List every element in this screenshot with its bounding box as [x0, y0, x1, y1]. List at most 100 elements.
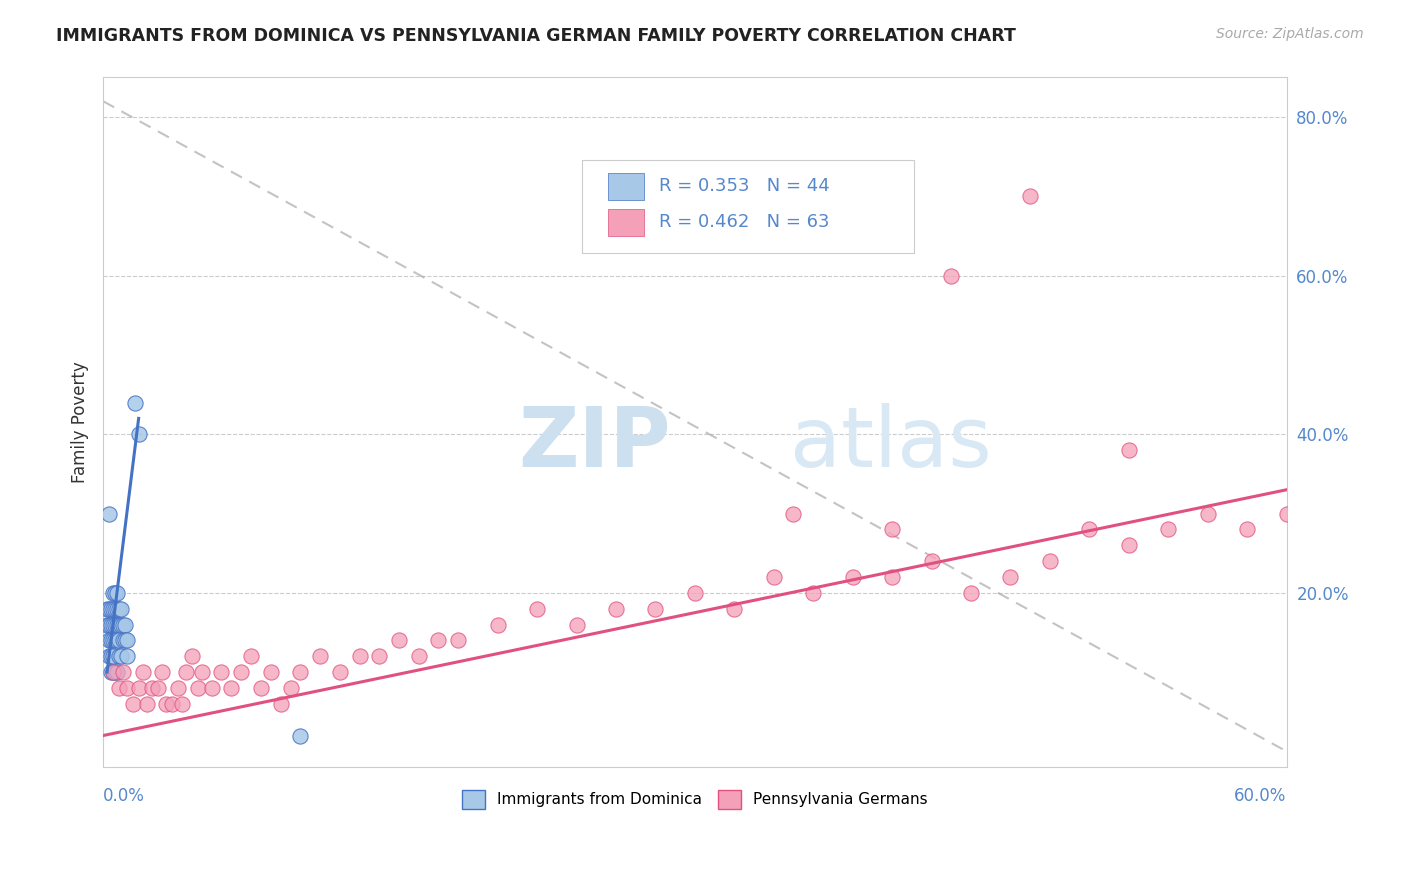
- FancyBboxPatch shape: [609, 173, 644, 200]
- Point: [96, 601, 118, 615]
- Point: [1236, 522, 1258, 536]
- Point: [723, 601, 745, 615]
- Point: [96, 617, 118, 632]
- Point: [101, 586, 124, 600]
- Text: IMMIGRANTS FROM DOMINICA VS PENNSYLVANIA GERMAN FAMILY POVERTY CORRELATION CHART: IMMIGRANTS FROM DOMINICA VS PENNSYLVANIA…: [56, 27, 1017, 45]
- Point: [141, 681, 163, 695]
- Point: [605, 601, 627, 615]
- Point: [1118, 443, 1140, 458]
- Point: [1197, 507, 1219, 521]
- Point: [111, 633, 134, 648]
- Point: [104, 665, 127, 679]
- Point: [447, 633, 470, 648]
- Point: [101, 601, 124, 615]
- Point: [882, 522, 904, 536]
- Point: [98, 649, 121, 664]
- Point: [108, 681, 131, 695]
- Point: [100, 601, 122, 615]
- Point: [105, 633, 128, 648]
- Point: [105, 617, 128, 632]
- Point: [190, 665, 212, 679]
- Point: [105, 586, 128, 600]
- Point: [290, 665, 312, 679]
- Point: [167, 681, 190, 695]
- Point: [1078, 522, 1101, 536]
- Point: [104, 601, 127, 615]
- Point: [121, 697, 143, 711]
- Point: [349, 649, 371, 664]
- Point: [388, 633, 411, 648]
- Point: [101, 617, 124, 632]
- Point: [101, 649, 124, 664]
- Point: [683, 586, 706, 600]
- Point: [160, 697, 183, 711]
- Point: [104, 633, 127, 648]
- Point: [1118, 538, 1140, 552]
- Text: atlas: atlas: [790, 402, 991, 483]
- Point: [1039, 554, 1062, 568]
- Point: [100, 633, 122, 648]
- Point: [114, 617, 136, 632]
- Point: [187, 681, 209, 695]
- Text: 60.0%: 60.0%: [1234, 787, 1286, 805]
- Legend: Immigrants from Dominica, Pennsylvania Germans: Immigrants from Dominica, Pennsylvania G…: [456, 784, 934, 814]
- Point: [290, 729, 312, 743]
- Point: [115, 649, 138, 664]
- Point: [644, 601, 666, 615]
- Point: [270, 697, 292, 711]
- Point: [115, 633, 138, 648]
- Point: [782, 507, 804, 521]
- Point: [108, 633, 131, 648]
- Point: [108, 601, 131, 615]
- Point: [1275, 507, 1298, 521]
- Point: [408, 649, 430, 664]
- Point: [98, 601, 121, 615]
- Point: [110, 601, 132, 615]
- Point: [128, 427, 150, 442]
- Point: [155, 697, 177, 711]
- Point: [231, 665, 253, 679]
- FancyBboxPatch shape: [609, 209, 644, 236]
- Point: [180, 649, 202, 664]
- Point: [105, 665, 128, 679]
- Text: ZIP: ZIP: [519, 402, 671, 483]
- Point: [250, 681, 273, 695]
- Point: [110, 617, 132, 632]
- Point: [135, 697, 157, 711]
- Point: [101, 665, 124, 679]
- Point: [882, 570, 904, 584]
- Point: [240, 649, 263, 664]
- Point: [148, 681, 170, 695]
- Point: [170, 697, 193, 711]
- Point: [526, 601, 548, 615]
- Point: [174, 665, 197, 679]
- Point: [114, 633, 136, 648]
- Point: [150, 665, 173, 679]
- Point: [111, 665, 134, 679]
- Point: [110, 649, 132, 664]
- FancyBboxPatch shape: [582, 161, 914, 253]
- Text: R = 0.353   N = 44: R = 0.353 N = 44: [659, 178, 830, 195]
- Point: [98, 633, 121, 648]
- Point: [921, 554, 943, 568]
- Point: [565, 617, 588, 632]
- Point: [100, 665, 122, 679]
- Point: [131, 665, 153, 679]
- Point: [105, 601, 128, 615]
- Point: [98, 617, 121, 632]
- Point: [211, 665, 233, 679]
- Point: [221, 681, 243, 695]
- Y-axis label: Family Poverty: Family Poverty: [72, 361, 89, 483]
- Point: [100, 617, 122, 632]
- Point: [201, 681, 224, 695]
- Point: [801, 586, 824, 600]
- Text: 0.0%: 0.0%: [103, 787, 145, 805]
- Point: [841, 570, 863, 584]
- Point: [1157, 522, 1180, 536]
- Point: [111, 617, 134, 632]
- Point: [98, 507, 121, 521]
- Point: [762, 570, 785, 584]
- Point: [280, 681, 302, 695]
- Point: [368, 649, 391, 664]
- Point: [941, 268, 963, 283]
